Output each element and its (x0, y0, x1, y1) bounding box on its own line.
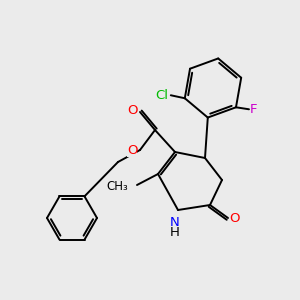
Text: O: O (230, 212, 240, 224)
Text: N: N (170, 215, 180, 229)
Text: H: H (170, 226, 180, 238)
Text: CH₃: CH₃ (106, 181, 128, 194)
Text: F: F (250, 103, 258, 116)
Text: Cl: Cl (155, 89, 168, 102)
Text: O: O (127, 103, 137, 116)
Text: O: O (127, 143, 137, 157)
